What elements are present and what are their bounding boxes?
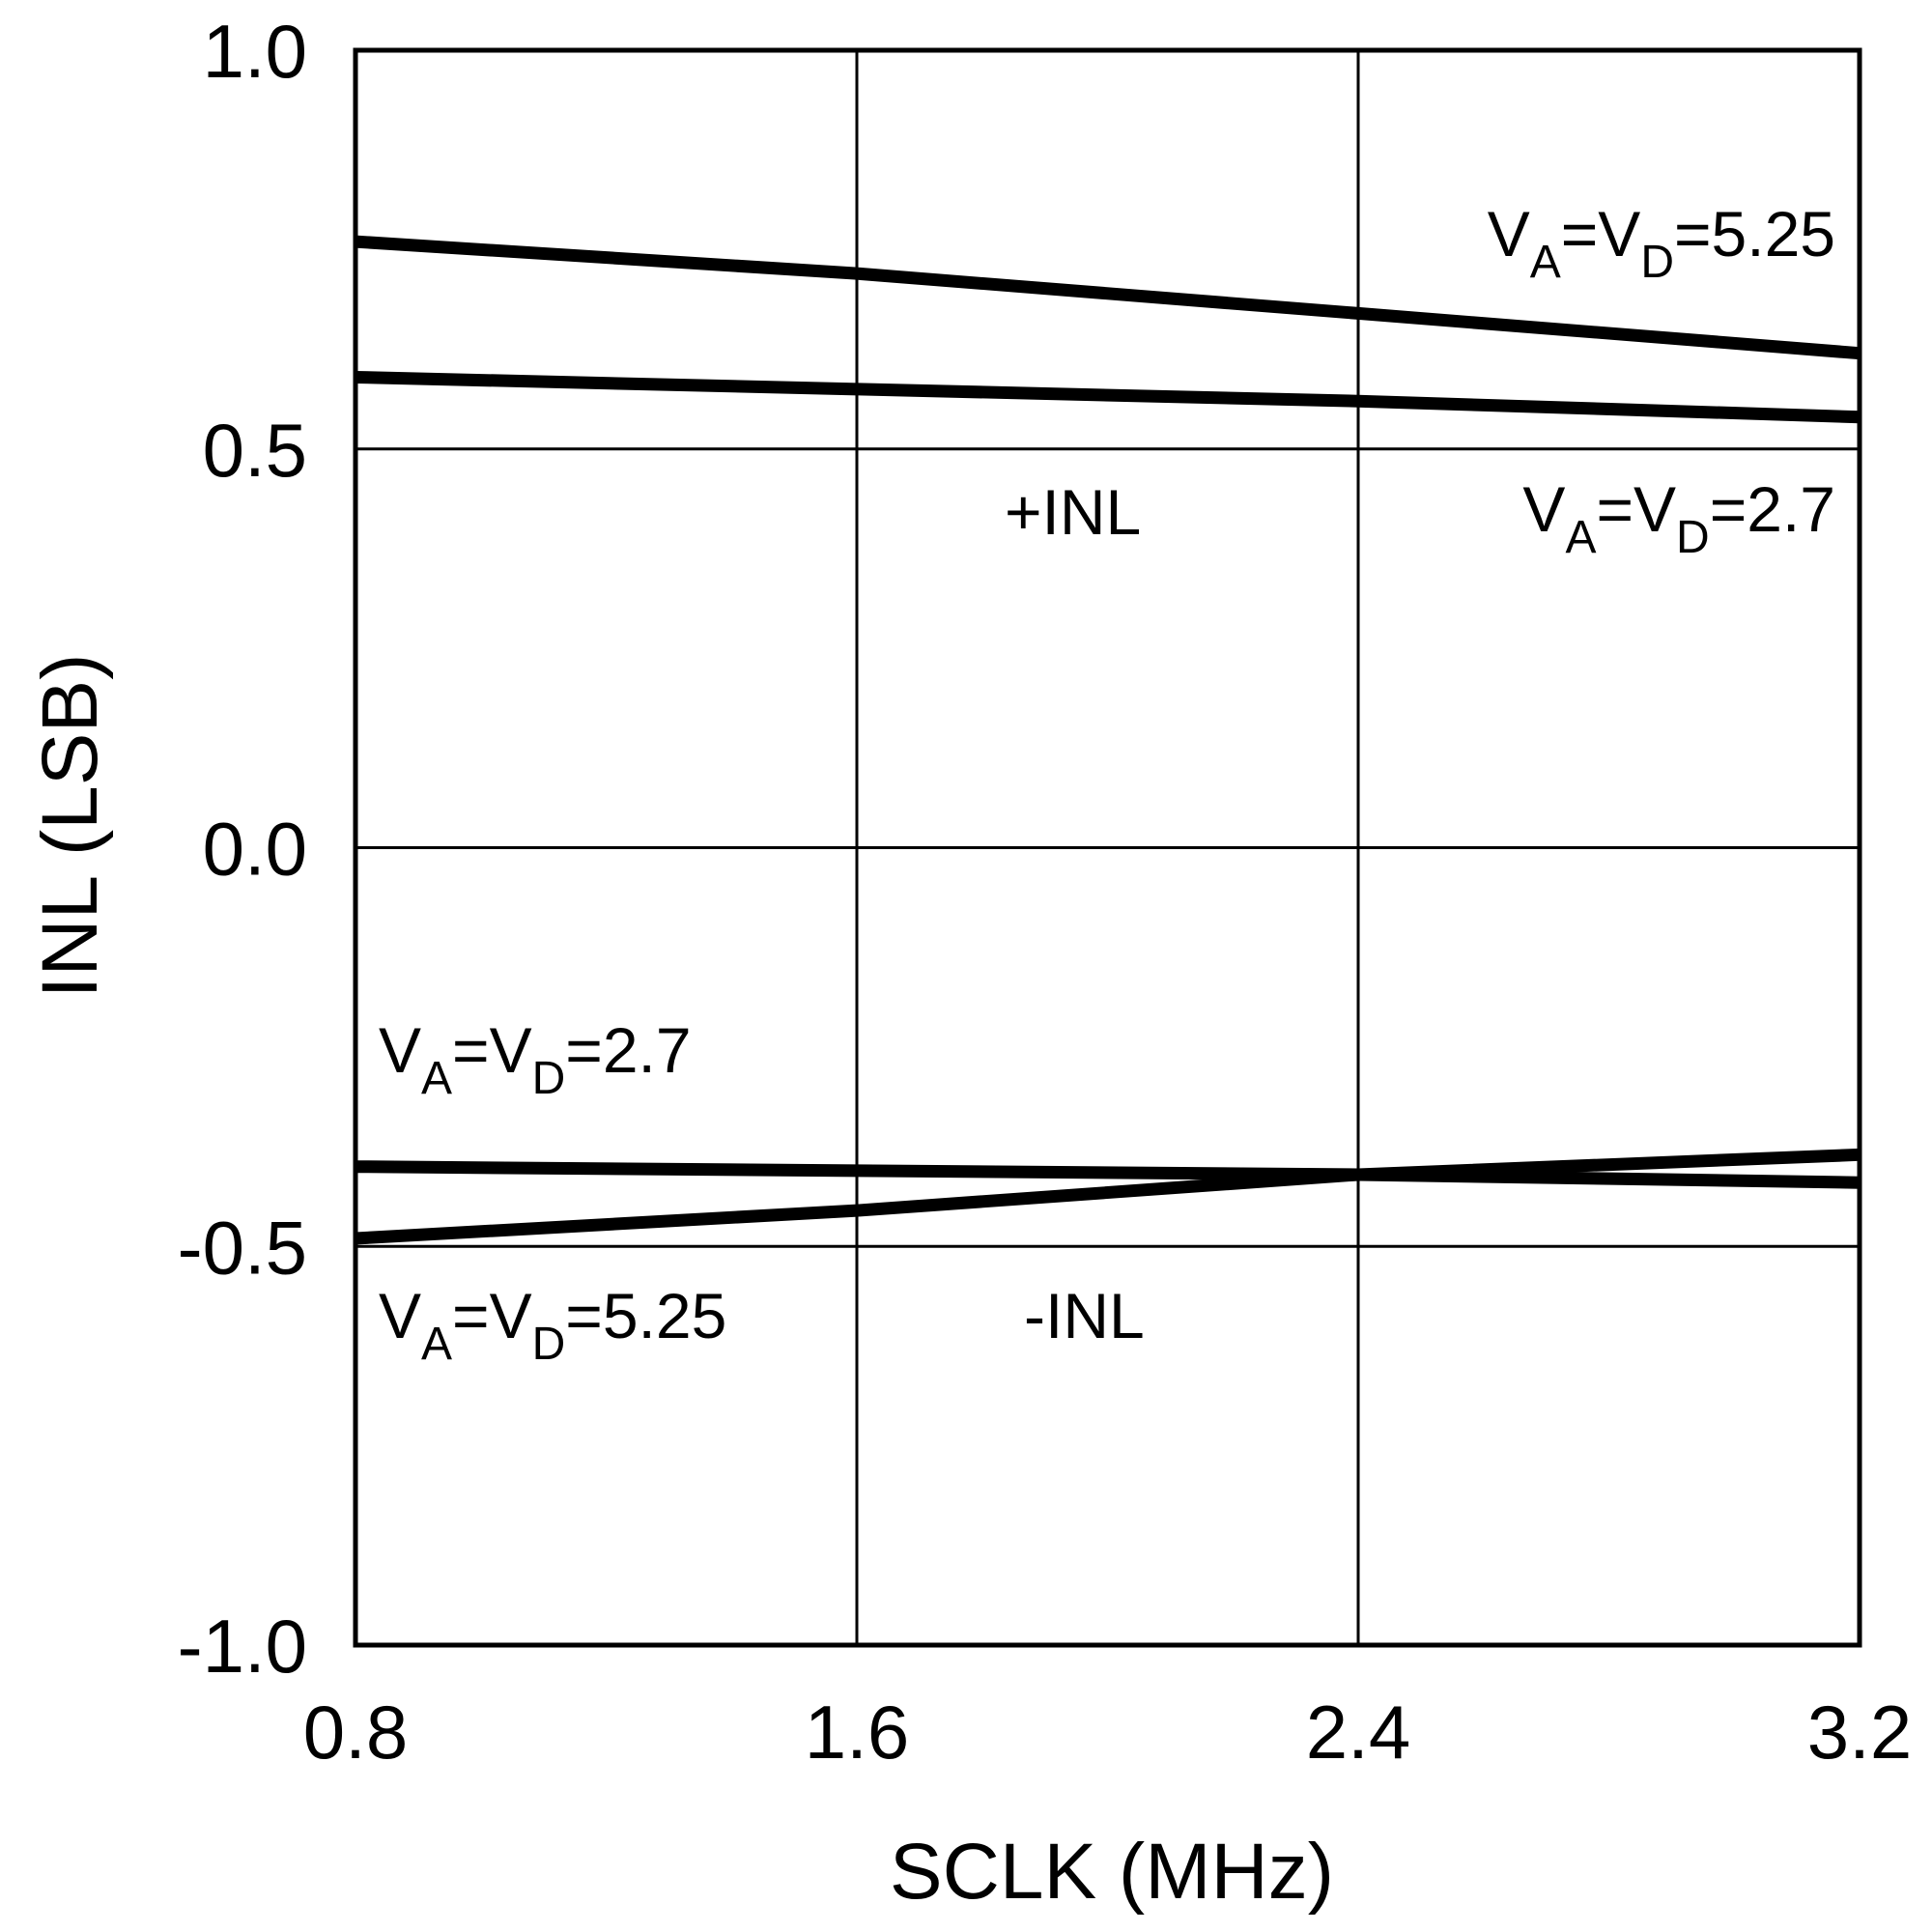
- y-axis-label: INL (LSB): [26, 654, 114, 999]
- series-line-3: [355, 1160, 1861, 1189]
- x-tick-label: 3.2: [1807, 1690, 1912, 1775]
- annotation-lower-2v7: VA=VD=2.7: [379, 1014, 692, 1104]
- annotation-lower-5v25: VA=VD=5.25: [379, 1280, 726, 1370]
- y-tick-label: 0.5: [203, 408, 307, 493]
- x-tick-label: 0.8: [303, 1690, 408, 1775]
- series-line-2: [355, 370, 1861, 424]
- series-line-1: [355, 235, 1861, 360]
- x-tick-label: 2.4: [1306, 1690, 1410, 1775]
- plot-frame: [353, 47, 1862, 1648]
- x-tick-label: 1.6: [805, 1690, 909, 1775]
- annotation-upper-2v7: VA=VD=2.7: [1522, 473, 1835, 563]
- series-line-4: [355, 1148, 1861, 1245]
- y-tick-label: 1.0: [203, 9, 307, 94]
- y-tick-label: -1.0: [178, 1604, 307, 1689]
- x-axis-label: SCLK (MHz): [890, 1828, 1334, 1916]
- annotation-minus-inl: -INL: [1024, 1280, 1145, 1351]
- x-tick-labels: 0.8 1.6 2.4 3.2: [303, 1690, 1912, 1775]
- annotation-plus-inl: +INL: [1005, 476, 1141, 548]
- y-tick-labels: -1.0 -0.5 0.0 0.5 1.0: [178, 9, 307, 1689]
- y-tick-label: 0.0: [203, 807, 307, 892]
- y-tick-label: -0.5: [178, 1205, 307, 1290]
- annotation-upper-5v25: VA=VD=5.25: [1488, 198, 1835, 288]
- data-series: [355, 235, 1861, 1245]
